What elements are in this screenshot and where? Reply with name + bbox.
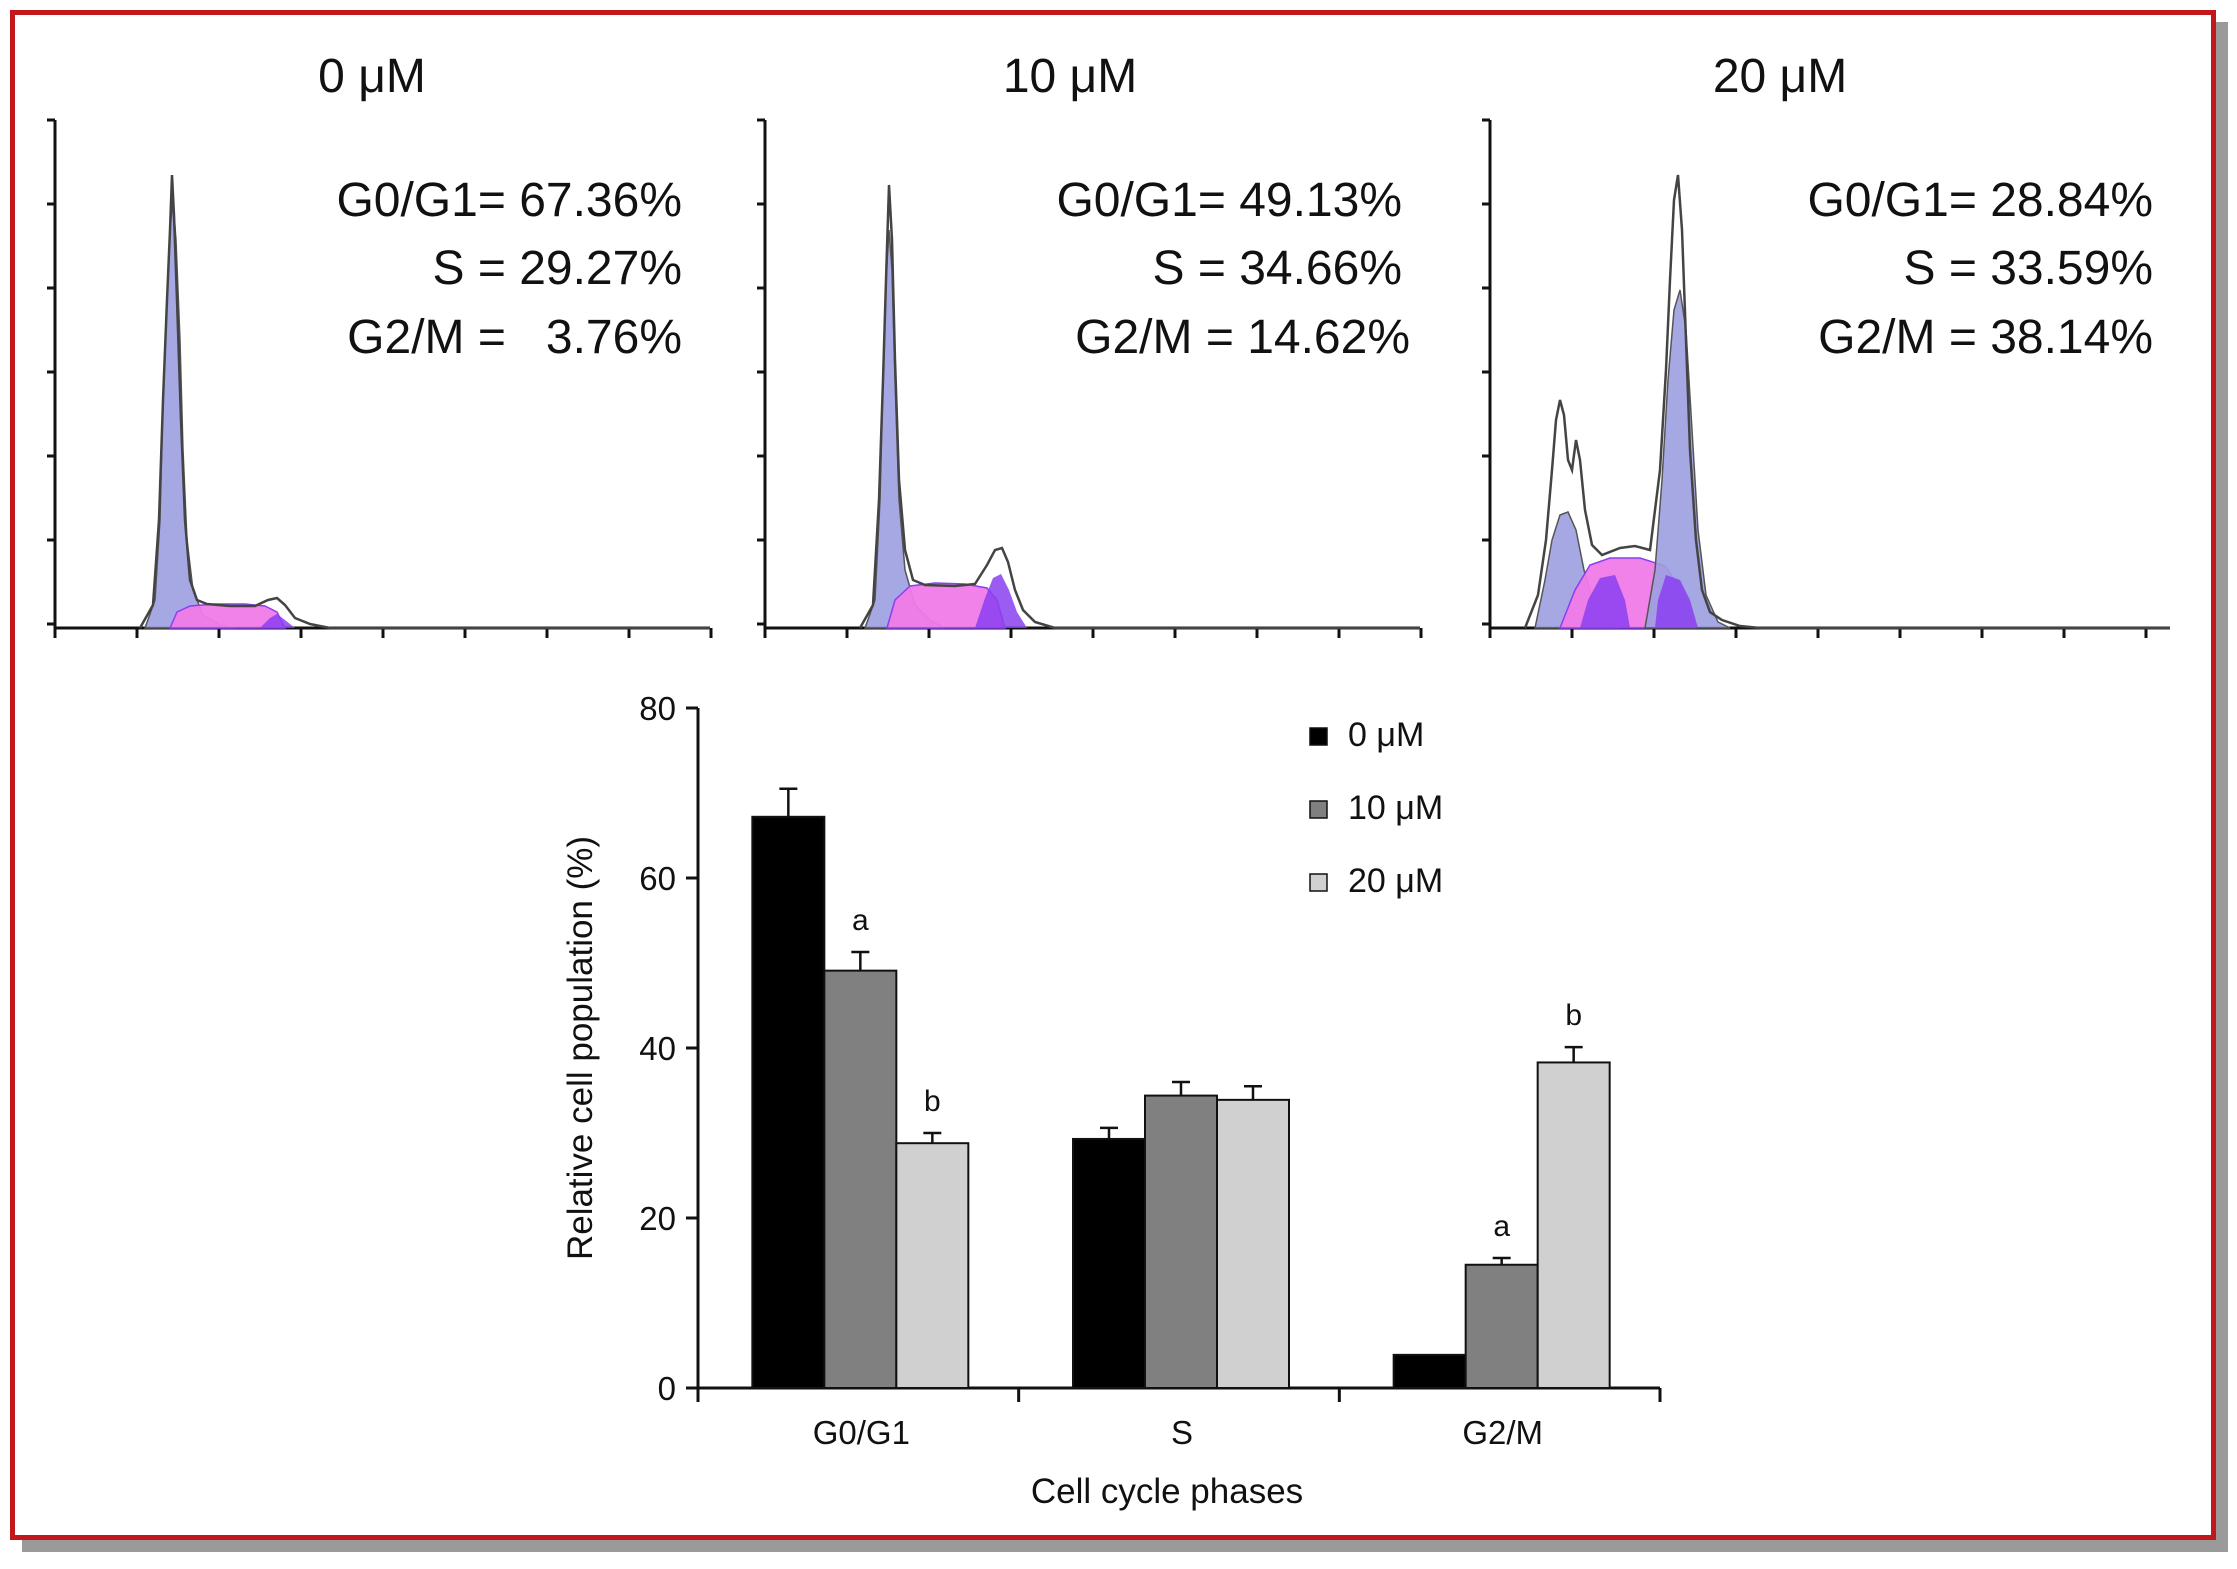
y-tick-label: 0 [658,1370,676,1407]
legend-label: 10 μM [1348,789,1443,827]
legend-swatch [1309,800,1328,819]
stat-g0g1-10um: G0/G1= 49.13% [1056,174,1402,227]
legend: 0 μM 10 μM 20 μM [1309,716,1443,900]
bar [1392,1353,1467,1389]
stat-s-10um: S = 34.66% [1152,242,1402,295]
bar [1536,1061,1611,1389]
y-tick-label: 40 [639,1030,676,1067]
significance-label: a [852,904,869,937]
histogram-outline [1523,174,2170,630]
stat-s-0um: S = 29.27% [432,242,682,295]
panel-title-0um: 0 μM [318,50,426,103]
bar [823,969,898,1390]
stat-g2m-20um: G2/M = 38.14% [1818,311,2153,364]
g2m-peak-area [1644,289,1731,629]
g1-peak-area [143,199,236,629]
bar [1464,1263,1539,1389]
histogram-ticks [757,118,1423,638]
bar-chart: 0 20 40 60 80 G0/G1 S G2/M a b a b Cell cycle pha… [561,690,1662,1511]
significance-label: a [1493,1210,1510,1243]
x-tick-label: G2/M [1462,1414,1543,1451]
g2m-peak-area [975,574,1027,628]
y-tick-label: 80 [639,690,676,727]
legend-swatch [1309,873,1328,892]
x-tick-label: G0/G1 [813,1414,910,1451]
legend-label: 20 μM [1348,862,1443,900]
histogram-panel-20um: 20 μM G0/G1= 28.84% S = 33.59% G2/M = 38… [1482,50,2170,638]
overlap-area [1655,575,1698,628]
bar [1072,1137,1146,1389]
histogram-ticks [47,118,713,638]
histogram-panel-10um: 10 μM G0/G1= 49.13% S = 34.66% G2/M = 14… [757,50,1423,638]
y-tick-label: 20 [639,1200,676,1237]
histogram-outline [858,184,1420,630]
histogram-ticks [1482,118,2148,638]
stat-s-20um: S = 33.59% [1903,242,2153,295]
legend-swatch [1309,727,1328,746]
x-axis-label: Cell cycle phases [1031,1472,1303,1511]
histogram-panel-0um: 0 μM G0/G1= 67.36% S = 29.27% G2/M = 3.7… [47,50,713,638]
stat-g2m-0um: G2/M = 3.76% [347,311,682,364]
stat-g0g1-20um: G0/G1= 28.84% [1807,174,2153,227]
g2m-peak-area [260,614,295,628]
stat-g2m-10um: G2/M = 14.62% [1075,311,1410,364]
bar [751,815,826,1389]
histogram-outline [138,174,710,630]
panel-title-20um: 20 μM [1713,50,1847,103]
x-axis-ticks: G0/G1 S G2/M [696,1388,1662,1451]
significance-label: b [924,1085,941,1118]
g1-peak-area [863,229,946,629]
panel-title-10um: 10 μM [1003,50,1137,103]
y-tick-label: 60 [639,860,676,897]
significance-label: b [1565,999,1582,1032]
x-tick-label: S [1171,1414,1193,1451]
legend-label: 0 μM [1348,716,1424,754]
overlap-area [1580,575,1630,628]
bar [1144,1094,1218,1389]
bar [1216,1098,1290,1389]
y-axis-ticks: 0 20 40 60 80 [639,690,698,1407]
y-axis-label: Relative cell population (%) [561,836,600,1260]
bar-series: a b a b [751,787,1611,1390]
bar [895,1142,970,1389]
stat-g0g1-0um: G0/G1= 67.36% [336,174,682,227]
